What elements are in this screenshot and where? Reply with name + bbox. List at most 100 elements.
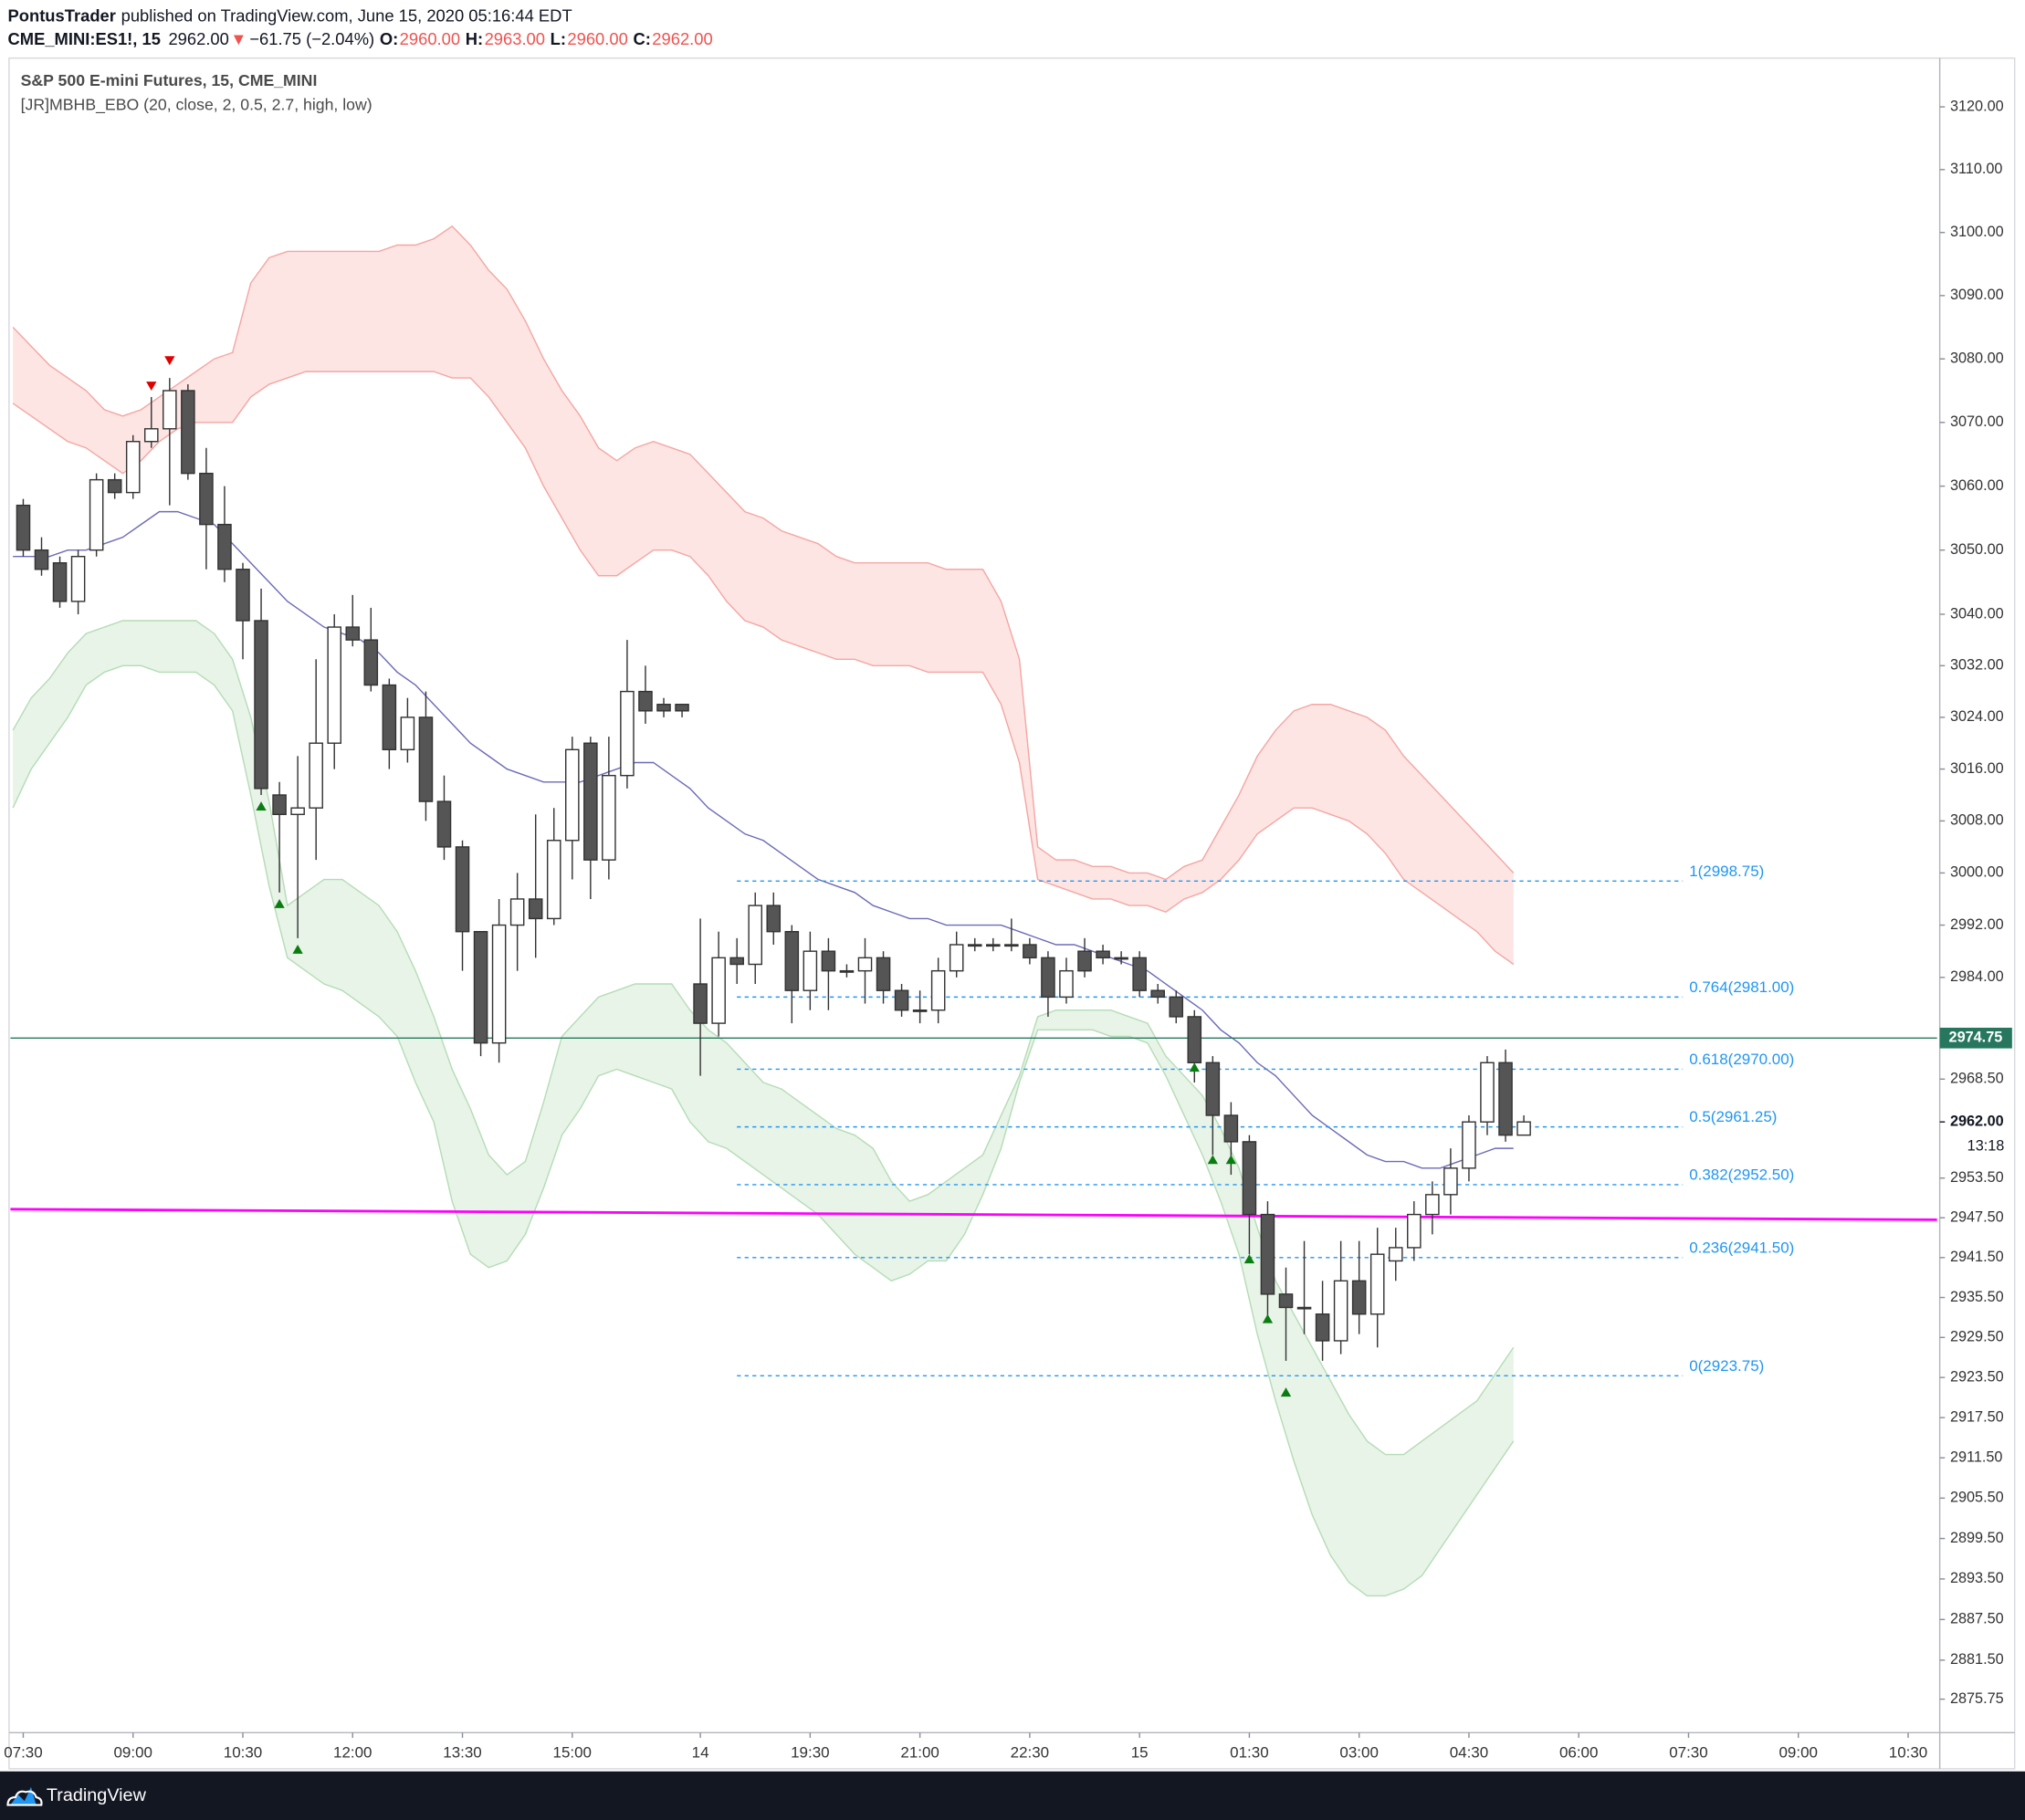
trend-line <box>10 1208 1937 1221</box>
y-tick-label: 2881.50 <box>1950 1651 2004 1668</box>
candle-body-down <box>1077 950 1092 972</box>
ohlc-label: H: <box>466 29 483 48</box>
logo-cloud <box>6 1790 43 1806</box>
candle-body-down <box>1023 944 1037 959</box>
price: 2962.00 <box>168 29 228 48</box>
sell-signal <box>146 382 157 391</box>
fib-label: 0.382(2952.50) <box>1689 1166 1794 1184</box>
candle-body-up <box>1059 969 1074 999</box>
candle-body-up <box>309 742 323 809</box>
x-tick-label: 09:00 <box>113 1743 152 1761</box>
candle-body-down <box>1150 989 1165 999</box>
y-tick-label: 3000.00 <box>1950 864 2004 881</box>
y-tick-label: 3008.00 <box>1950 812 2004 829</box>
candle-body-down <box>473 930 488 1044</box>
candle-body-up <box>1333 1280 1348 1342</box>
y-tick-label: 2923.50 <box>1950 1368 2004 1385</box>
candle-body-down <box>1205 1062 1221 1116</box>
x-tick-label: 10:30 <box>224 1743 262 1761</box>
candle-body-down <box>583 742 598 861</box>
candle-body-down <box>52 562 68 602</box>
fib-label: 1(2998.75) <box>1689 863 1764 880</box>
symbol: CME_MINI:ES1!, 15 <box>7 29 160 48</box>
candle-body-up <box>949 944 964 972</box>
candle-body-down <box>217 523 232 570</box>
candle-body-up <box>1369 1253 1385 1315</box>
candle-body-down <box>894 989 909 1011</box>
basis-line <box>13 510 1514 1169</box>
candle-body-up <box>602 774 616 861</box>
x-tick-label: 15 <box>1131 1743 1149 1761</box>
candle-body-down <box>1242 1141 1257 1216</box>
y-tick-label: 3100.00 <box>1950 224 2004 240</box>
candle-body-down <box>107 478 122 494</box>
candle-body-down <box>1260 1213 1275 1295</box>
buy-signal <box>256 801 267 811</box>
candle-body-down <box>16 504 31 551</box>
y-tick-label: 3070.00 <box>1950 413 2004 430</box>
plot-area: 1(2998.75) 0.764(2981.00) 0.618(2970.00) 0.… <box>10 225 1937 1597</box>
x-tick-label: 07:30 <box>4 1743 42 1761</box>
chart-title: S&P 500 E-mini Futures, 15, CME_MINI <box>21 71 318 89</box>
candle-body-down <box>821 950 836 972</box>
fib-label: 0.618(2970.00) <box>1689 1051 1794 1068</box>
candle-body-down <box>1096 950 1110 959</box>
countdown: 13:18 <box>1967 1137 2005 1154</box>
y-tick-label: 2905.50 <box>1950 1490 2004 1506</box>
candle-body-down <box>382 684 397 751</box>
candle-body-up <box>1516 1121 1531 1136</box>
fib-label: 0.764(2981.00) <box>1689 978 1794 996</box>
buy-signal <box>1207 1155 1218 1165</box>
ohlc-label: O: <box>380 29 398 48</box>
y-tick-label: 2941.50 <box>1950 1249 2004 1265</box>
band-fill <box>13 225 1514 965</box>
y-tick-label: 2992.00 <box>1950 916 2004 933</box>
candle-body-down <box>236 569 250 622</box>
published: published on TradingView.com, June 15, 2… <box>121 5 572 25</box>
candle-body-up <box>1004 944 1019 947</box>
brand-name[interactable]: TradingView <box>47 1785 147 1805</box>
y-tick-label: 2984.00 <box>1950 968 2004 985</box>
x-tick-label: 10:30 <box>1889 1743 1927 1761</box>
price-label-box <box>1939 1027 2012 1049</box>
y-tick-label: 3016.00 <box>1950 760 2004 777</box>
candle-body-up <box>1443 1167 1458 1196</box>
y-tick-label: 3090.00 <box>1950 287 2004 303</box>
candle-body-up <box>803 950 818 991</box>
x-tick-label: 03:00 <box>1339 1743 1378 1761</box>
buy-signal <box>1243 1254 1255 1264</box>
brand-logo <box>6 1786 43 1806</box>
y-tick-label: 3032.00 <box>1950 657 2004 674</box>
y-tick-label: 2899.50 <box>1950 1530 2004 1546</box>
y-tick-label: 2953.50 <box>1950 1169 2004 1186</box>
candle-body-up <box>967 944 982 947</box>
candle-body-up <box>163 390 177 430</box>
candle-body-down <box>1278 1293 1294 1309</box>
chart-frame <box>8 57 2016 1770</box>
indicator-label: [JR]MBHB_EBO (20, close, 2, 0.5, 2.7, hi… <box>21 96 372 115</box>
candle-body-up <box>1425 1194 1440 1216</box>
buy-signal <box>274 898 285 908</box>
buy-signal <box>1189 1062 1200 1072</box>
candle-body-up <box>565 748 580 842</box>
candle-body-up <box>1114 957 1128 960</box>
candle-body-up <box>1388 1247 1403 1262</box>
ohlc-value: 2963.00 <box>485 29 545 48</box>
candle-body-down <box>199 472 214 526</box>
candle-body-down <box>528 898 543 920</box>
candle-body-up <box>711 957 726 1024</box>
candle-body-up <box>143 428 159 443</box>
y-tick-label: 2947.50 <box>1950 1209 2004 1226</box>
candle-body-up <box>491 924 507 1044</box>
candle-body-down <box>693 983 708 1024</box>
band-line <box>12 664 1515 1597</box>
fib-label: 0.5(2961.25) <box>1689 1108 1777 1125</box>
candle-body-up <box>1296 1306 1312 1310</box>
footer <box>0 1771 2025 1820</box>
candle-body-up <box>748 905 763 966</box>
candle-body-down <box>656 704 671 712</box>
candle-body-up <box>1480 1062 1495 1123</box>
candle-body-up <box>89 478 104 551</box>
ohlc-label: C: <box>633 29 650 48</box>
